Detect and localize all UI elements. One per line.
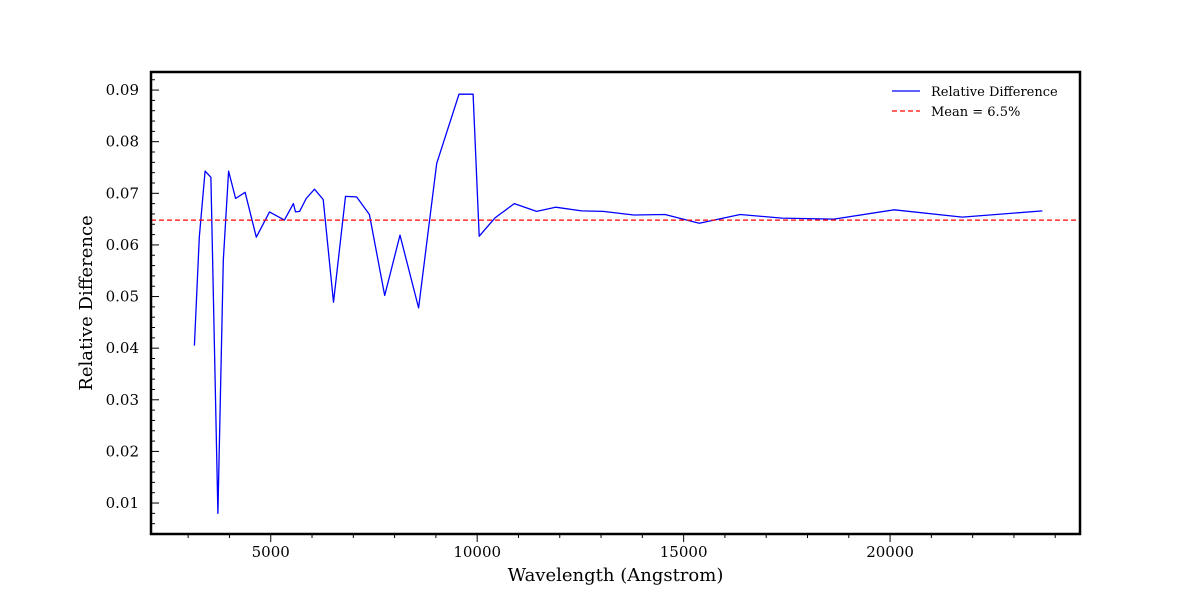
y-tick-label: 0.03 bbox=[106, 391, 139, 409]
y-tick-label: 0.02 bbox=[106, 442, 139, 460]
legend-label-relative-difference: Relative Difference bbox=[931, 85, 1058, 100]
y-tick-label: 0.01 bbox=[106, 494, 139, 512]
legend-label-mean: Mean = 6.5% bbox=[931, 105, 1020, 120]
legend: Relative Difference Mean = 6.5% bbox=[892, 85, 1058, 120]
x-tick-label: 5000 bbox=[252, 543, 290, 561]
y-tick-label: 0.07 bbox=[106, 184, 139, 202]
y-tick-label: 0.09 bbox=[106, 81, 139, 99]
y-axis-label: Relative Difference bbox=[76, 215, 97, 390]
tick-layer: 5000 10000 15000 20000 0.01 0.02 0.03 0.04 0.05 0… bbox=[106, 79, 1056, 561]
y-tick-label: 0.06 bbox=[106, 236, 139, 254]
plot-frame bbox=[149, 70, 1082, 536]
series-relative-difference-line bbox=[193, 93, 1043, 515]
x-tick-label: 15000 bbox=[660, 543, 708, 561]
series-layer bbox=[151, 93, 1080, 515]
y-tick-label: 0.05 bbox=[106, 288, 139, 306]
y-tick-label: 0.08 bbox=[106, 133, 139, 151]
x-tick-label: 20000 bbox=[866, 543, 914, 561]
y-tick-label: 0.04 bbox=[106, 339, 139, 357]
x-tick-label: 10000 bbox=[453, 543, 501, 561]
x-axis-label: Wavelength (Angstrom) bbox=[508, 565, 724, 586]
